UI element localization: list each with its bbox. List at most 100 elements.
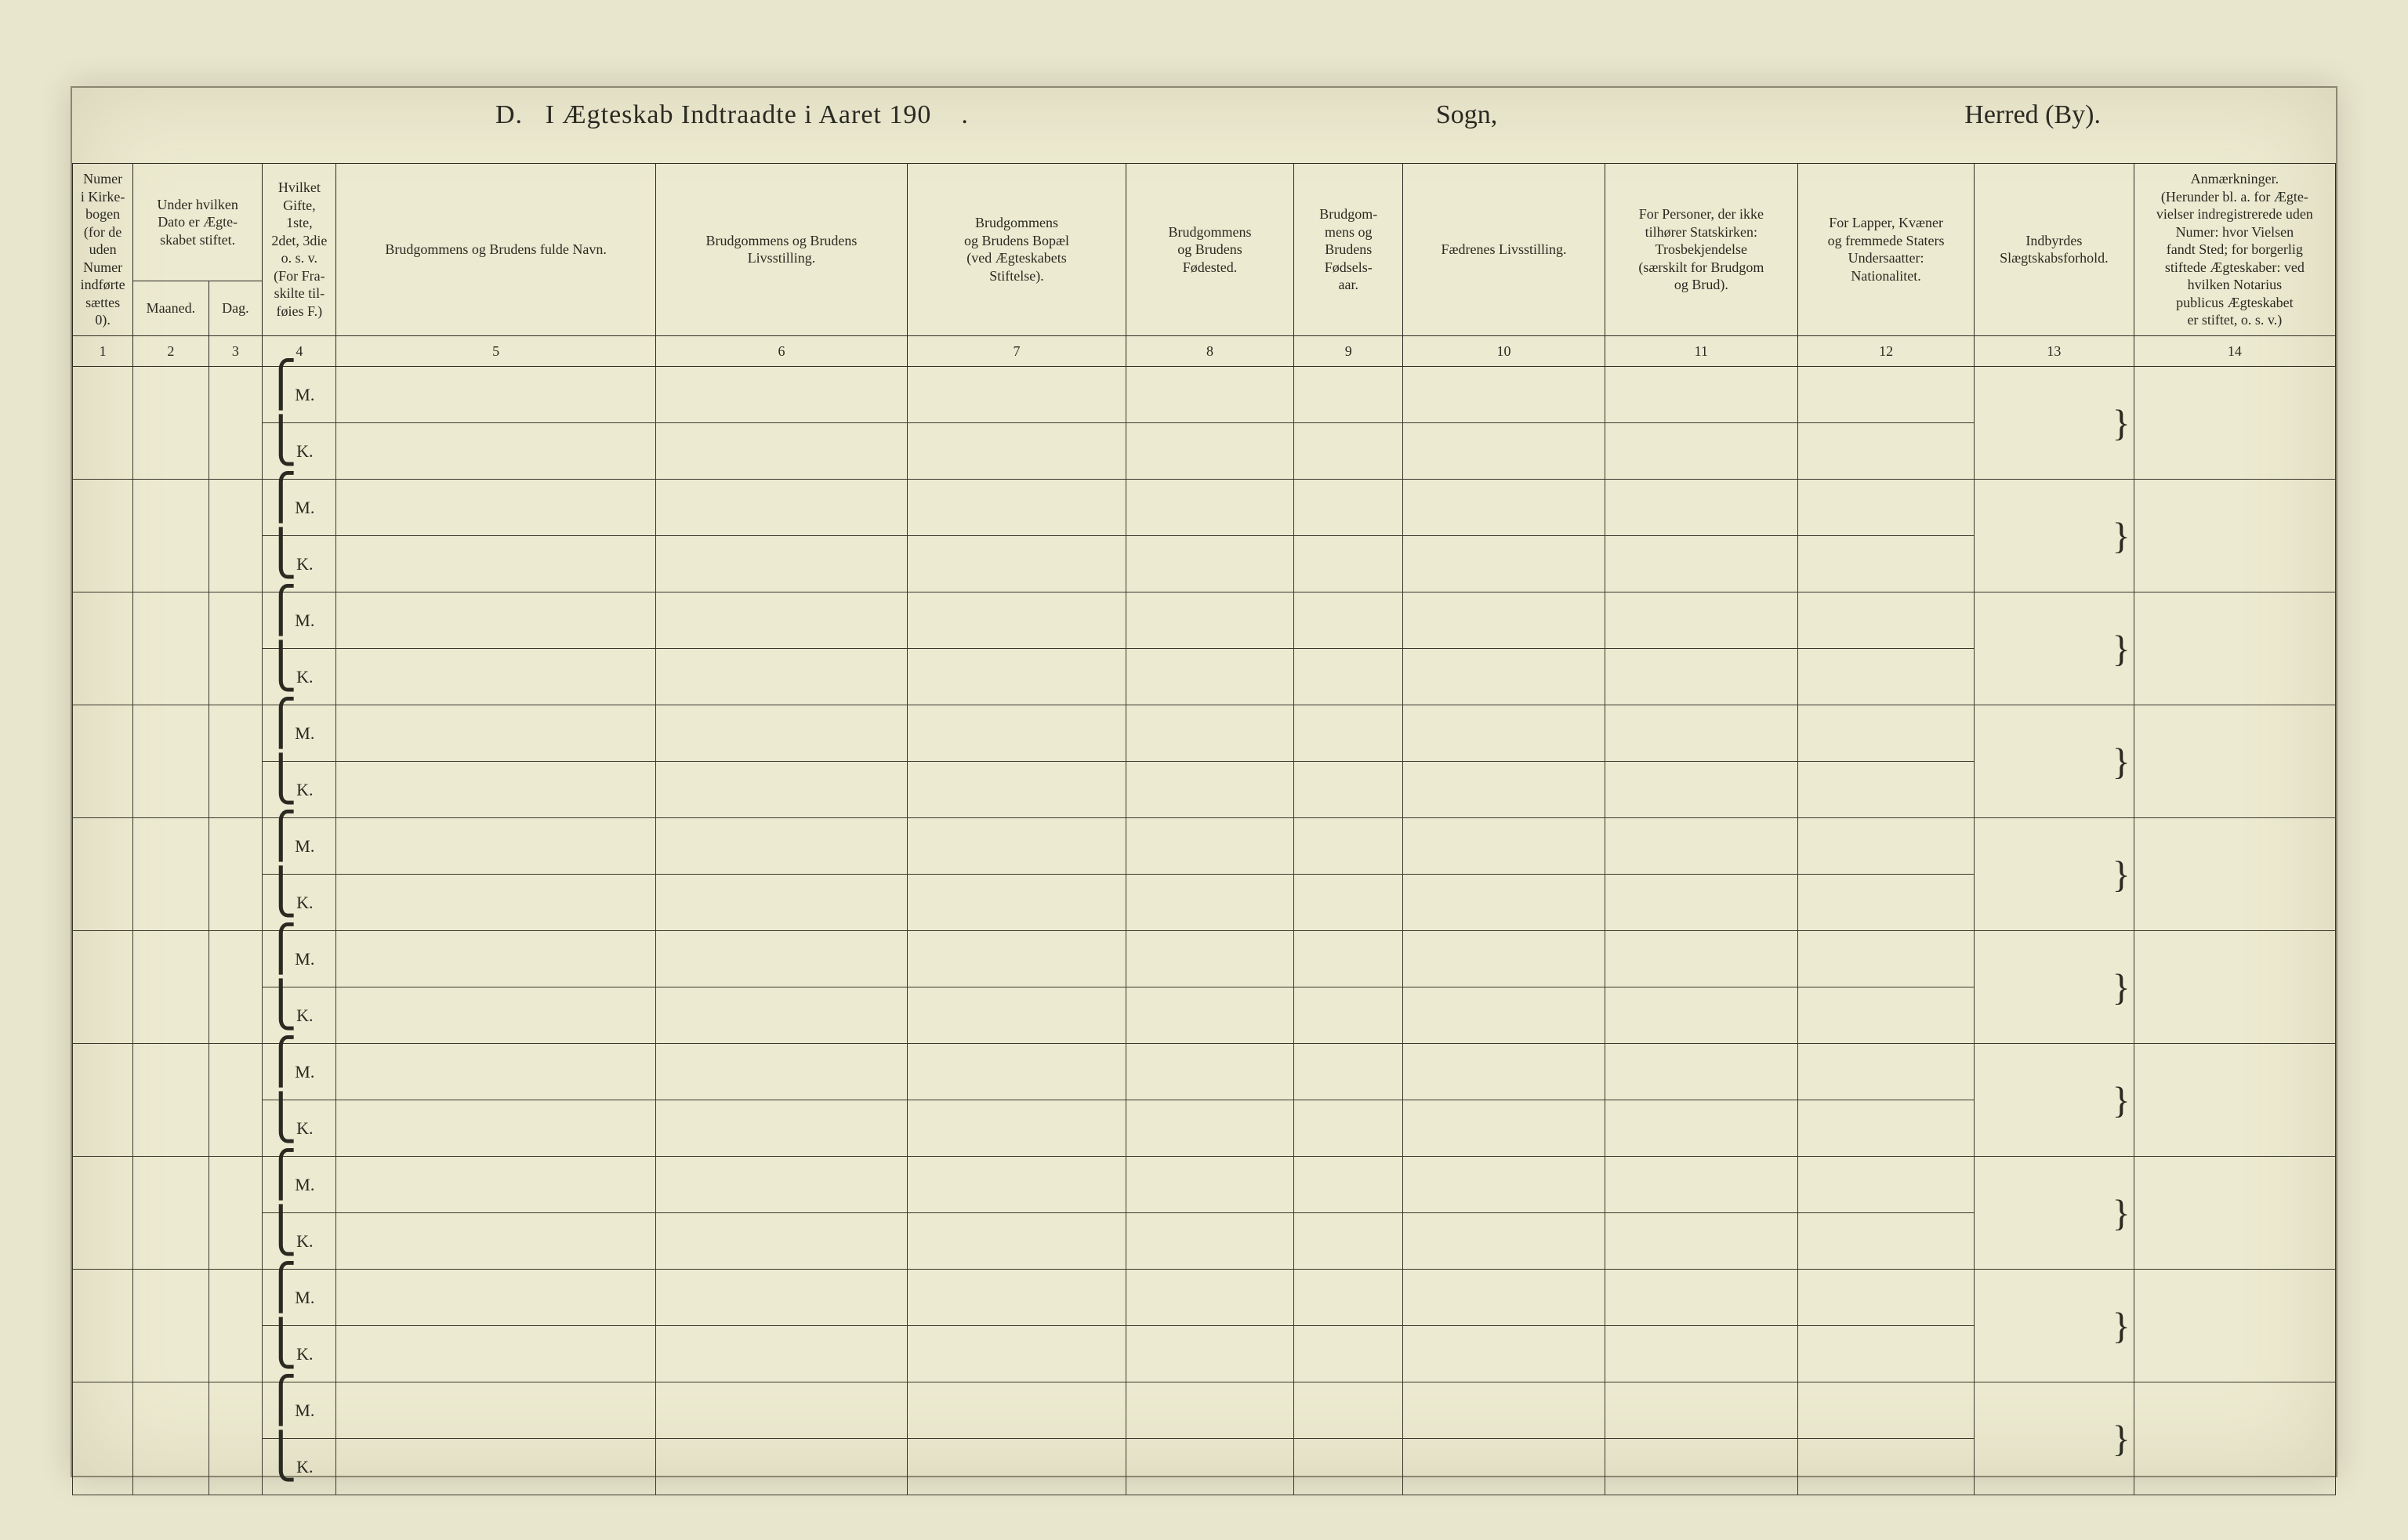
cell-empty[interactable]: [655, 1044, 907, 1100]
cell-empty[interactable]: [209, 367, 263, 480]
cell-empty[interactable]: [655, 1157, 907, 1213]
cell-anmærkninger[interactable]: [2134, 1270, 2335, 1382]
cell-empty[interactable]: [1403, 423, 1605, 480]
cell-empty[interactable]: [1605, 1382, 1797, 1439]
cell-empty[interactable]: [1605, 762, 1797, 818]
cell-slægtskab[interactable]: }: [1975, 480, 2134, 592]
cell-empty[interactable]: [1403, 987, 1605, 1044]
cell-anmærkninger[interactable]: [2134, 592, 2335, 705]
cell-empty[interactable]: [1605, 1326, 1797, 1382]
cell-empty[interactable]: [133, 818, 209, 931]
cell-empty[interactable]: [655, 1382, 907, 1439]
cell-empty[interactable]: [908, 367, 1126, 423]
cell-empty[interactable]: [336, 480, 655, 536]
cell-empty[interactable]: [655, 423, 907, 480]
cell-empty[interactable]: [133, 1270, 209, 1382]
cell-empty[interactable]: [908, 480, 1126, 536]
cell-empty[interactable]: [1126, 1439, 1293, 1495]
cell-empty[interactable]: [1605, 536, 1797, 592]
table-row[interactable]: ⎧M.}: [73, 705, 2336, 762]
cell-slægtskab[interactable]: }: [1975, 1270, 2134, 1382]
cell-empty[interactable]: [908, 987, 1126, 1044]
cell-empty[interactable]: [336, 1382, 655, 1439]
cell-empty[interactable]: [1294, 875, 1403, 931]
cell-empty[interactable]: [336, 1100, 655, 1157]
cell-empty[interactable]: [1403, 1213, 1605, 1270]
cell-empty[interactable]: [1126, 536, 1293, 592]
cell-empty[interactable]: [1798, 1213, 1975, 1270]
table-row[interactable]: ⎧M.}: [73, 480, 2336, 536]
cell-empty[interactable]: [655, 875, 907, 931]
cell-empty[interactable]: [133, 480, 209, 592]
cell-empty[interactable]: [1294, 367, 1403, 423]
cell-empty[interactable]: [908, 1044, 1126, 1100]
cell-slægtskab[interactable]: }: [1975, 931, 2134, 1044]
cell-empty[interactable]: [73, 1270, 133, 1382]
cell-empty[interactable]: [1403, 1100, 1605, 1157]
cell-empty[interactable]: [908, 1270, 1126, 1326]
cell-empty[interactable]: [1403, 536, 1605, 592]
cell-empty[interactable]: [336, 649, 655, 705]
cell-empty[interactable]: [73, 1157, 133, 1270]
cell-empty[interactable]: [908, 536, 1126, 592]
cell-empty[interactable]: [1605, 592, 1797, 649]
cell-empty[interactable]: [1294, 592, 1403, 649]
cell-empty[interactable]: [1798, 1326, 1975, 1382]
cell-empty[interactable]: [1798, 592, 1975, 649]
cell-empty[interactable]: [1294, 1382, 1403, 1439]
cell-empty[interactable]: [1294, 931, 1403, 987]
cell-empty[interactable]: [1403, 931, 1605, 987]
cell-anmærkninger[interactable]: [2134, 1382, 2335, 1495]
cell-empty[interactable]: [1403, 649, 1605, 705]
cell-anmærkninger[interactable]: [2134, 705, 2335, 818]
cell-empty[interactable]: [209, 931, 263, 1044]
cell-empty[interactable]: [908, 1326, 1126, 1382]
cell-empty[interactable]: [655, 480, 907, 536]
cell-empty[interactable]: [209, 1382, 263, 1495]
cell-empty[interactable]: [1798, 1439, 1975, 1495]
cell-empty[interactable]: [336, 1213, 655, 1270]
cell-empty[interactable]: [336, 1326, 655, 1382]
cell-anmærkninger[interactable]: [2134, 480, 2335, 592]
cell-empty[interactable]: [73, 592, 133, 705]
cell-empty[interactable]: [1126, 1382, 1293, 1439]
cell-empty[interactable]: [1294, 1044, 1403, 1100]
cell-empty[interactable]: [1294, 1213, 1403, 1270]
table-row[interactable]: ⎧M.}: [73, 1044, 2336, 1100]
cell-empty[interactable]: [1126, 818, 1293, 875]
cell-empty[interactable]: [1798, 1100, 1975, 1157]
cell-empty[interactable]: [1126, 705, 1293, 762]
cell-empty[interactable]: [1403, 705, 1605, 762]
cell-empty[interactable]: [655, 931, 907, 987]
cell-empty[interactable]: [1294, 705, 1403, 762]
cell-empty[interactable]: [133, 1382, 209, 1495]
cell-empty[interactable]: [1605, 1439, 1797, 1495]
cell-empty[interactable]: [655, 536, 907, 592]
cell-empty[interactable]: [133, 1044, 209, 1157]
cell-empty[interactable]: [209, 1270, 263, 1382]
cell-empty[interactable]: [209, 480, 263, 592]
cell-slægtskab[interactable]: }: [1975, 705, 2134, 818]
cell-empty[interactable]: [908, 1213, 1126, 1270]
cell-empty[interactable]: [1798, 1382, 1975, 1439]
cell-empty[interactable]: [1126, 762, 1293, 818]
cell-empty[interactable]: [1798, 705, 1975, 762]
cell-empty[interactable]: [1798, 367, 1975, 423]
cell-empty[interactable]: [209, 818, 263, 931]
cell-empty[interactable]: [1605, 423, 1797, 480]
cell-slægtskab[interactable]: }: [1975, 1157, 2134, 1270]
cell-empty[interactable]: [336, 423, 655, 480]
cell-empty[interactable]: [1605, 649, 1797, 705]
cell-empty[interactable]: [336, 818, 655, 875]
cell-empty[interactable]: [908, 931, 1126, 987]
cell-empty[interactable]: [1798, 1044, 1975, 1100]
cell-empty[interactable]: [1798, 649, 1975, 705]
cell-empty[interactable]: [1294, 649, 1403, 705]
cell-empty[interactable]: [1605, 1044, 1797, 1100]
cell-slægtskab[interactable]: }: [1975, 367, 2134, 480]
cell-empty[interactable]: [336, 762, 655, 818]
cell-empty[interactable]: [73, 1382, 133, 1495]
cell-empty[interactable]: [655, 1213, 907, 1270]
cell-empty[interactable]: [1605, 931, 1797, 987]
cell-empty[interactable]: [1126, 1044, 1293, 1100]
